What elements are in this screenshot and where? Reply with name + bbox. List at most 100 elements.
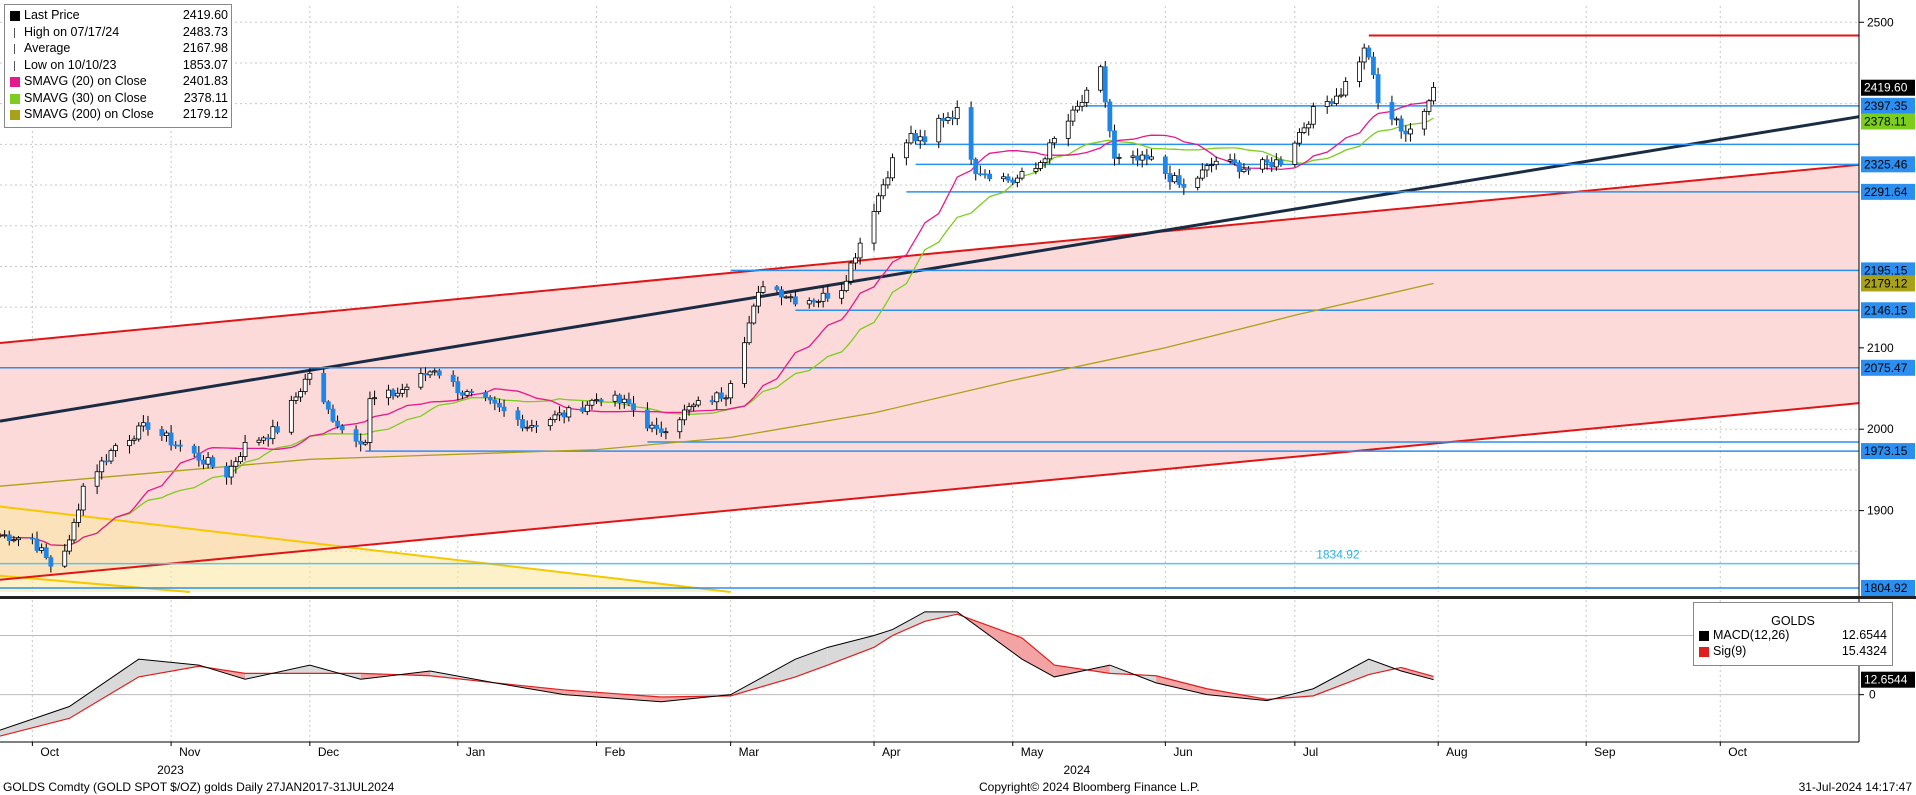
macd-legend-value: 15.4324	[1841, 644, 1887, 658]
candle-body	[205, 457, 211, 465]
candle-body	[275, 426, 280, 433]
price-tag-label: 2075.47	[1864, 361, 1908, 375]
candle-body	[714, 392, 720, 403]
candle-body	[723, 397, 729, 400]
macd-legend-label: MACD(12,26)	[1713, 628, 1790, 642]
candle-body	[691, 404, 697, 408]
price-tag	[1861, 79, 1915, 96]
candle-body	[589, 399, 595, 406]
candle-body	[76, 509, 82, 523]
candle-body	[497, 402, 502, 408]
candle-body	[469, 391, 475, 393]
x-tick-label: Jan	[466, 745, 485, 759]
candle-body	[719, 392, 724, 399]
candle-body	[1001, 176, 1006, 180]
candle-body	[853, 257, 858, 264]
macd-histogram-fill	[564, 689, 662, 702]
macd-histogram-fill	[1313, 659, 1369, 696]
candle-body	[177, 444, 183, 447]
candle-body	[1292, 142, 1298, 165]
footer-copyright: Copyright© 2024 Bloomberg Finance L.P.	[979, 780, 1200, 794]
candle-body	[1079, 101, 1085, 107]
candle-body	[598, 399, 604, 402]
candle-body	[871, 211, 877, 244]
candle-body	[1213, 160, 1219, 166]
candle-body	[751, 305, 757, 324]
legend-label: Average	[24, 41, 71, 55]
candle-body	[1144, 154, 1150, 160]
candle-body	[136, 425, 142, 440]
price-legend: Last Price 2419.60 High on 07/17/24 2483.73…	[4, 4, 232, 128]
legend-item: SMAVG (30) on Close 2378.11	[8, 91, 228, 106]
candle-body	[977, 173, 983, 176]
candle-body	[654, 424, 660, 430]
macd-histogram-fill	[1156, 675, 1207, 695]
candle-body	[196, 452, 202, 461]
price-tag	[1861, 275, 1915, 292]
x-tick-label: Mar	[739, 745, 760, 759]
candle-body	[321, 372, 327, 403]
candle-body	[1047, 142, 1053, 160]
macd-y-tick-label: 0	[1869, 688, 1876, 702]
macd-histogram-fill	[1401, 667, 1434, 680]
candle-body	[372, 397, 377, 400]
candle-body	[242, 441, 248, 457]
candle-body	[755, 291, 761, 307]
candle-body	[695, 400, 701, 406]
price-tag	[1861, 183, 1915, 200]
macd-histogram-fill	[0, 706, 70, 737]
candle-body	[1310, 106, 1316, 125]
candle-body	[164, 432, 169, 436]
price-tag-label: 2195.15	[1864, 263, 1908, 277]
candle-body	[293, 396, 299, 401]
candle-body	[108, 450, 114, 462]
candle-body	[492, 399, 498, 404]
candle-body	[760, 286, 766, 293]
candle-body	[788, 296, 794, 299]
candle-body	[1306, 123, 1312, 129]
candle-body	[645, 409, 650, 429]
grid	[0, 6, 1859, 742]
candle-body	[936, 117, 942, 143]
candle-body	[621, 398, 627, 403]
candle-body	[1107, 101, 1113, 132]
yellow-trendline	[0, 505, 731, 593]
candle-body	[1176, 175, 1182, 185]
year-label: 2023	[157, 763, 184, 777]
candle-body	[811, 300, 817, 303]
candle-body	[423, 373, 428, 376]
price-tag	[1861, 443, 1915, 460]
candle-body	[6, 534, 12, 541]
candle-body	[857, 242, 863, 259]
candle-body	[432, 370, 438, 373]
x-tick-label: Aug	[1446, 745, 1467, 759]
candle-body	[1301, 127, 1307, 133]
candle-body	[1084, 89, 1090, 103]
macd-last-tag-label: 12.6544	[1864, 673, 1908, 687]
x-tick-label: Jul	[1303, 745, 1318, 759]
candle-body	[649, 424, 655, 429]
macd-histogram-fill	[795, 647, 828, 677]
candle-body	[43, 547, 49, 559]
support-resistance-levels: 1834.92	[0, 34, 1859, 589]
candle-body	[617, 394, 623, 403]
channel	[0, 115, 1860, 593]
macd-histogram-fill	[1368, 659, 1402, 675]
candle-body	[330, 408, 336, 422]
candle-body	[1014, 177, 1020, 183]
candle-body	[742, 342, 747, 384]
legend-item: SMAVG (200) on Close 2179.12	[8, 107, 228, 122]
candle-body	[173, 444, 179, 447]
candle-body	[168, 432, 174, 446]
candle-body	[335, 420, 340, 427]
legend-item: SMAVG (20) on Close 2401.83	[8, 74, 228, 89]
macd-legend-swatch	[1699, 631, 1709, 641]
candle-body	[658, 428, 664, 433]
level-inline-label: 1834.92	[1316, 548, 1360, 562]
candle-body	[238, 456, 243, 463]
candle-body	[1236, 162, 1242, 172]
candle-body	[557, 412, 562, 416]
price-tag	[1861, 302, 1915, 319]
candle-body	[1116, 156, 1122, 159]
candle-body	[876, 195, 882, 213]
